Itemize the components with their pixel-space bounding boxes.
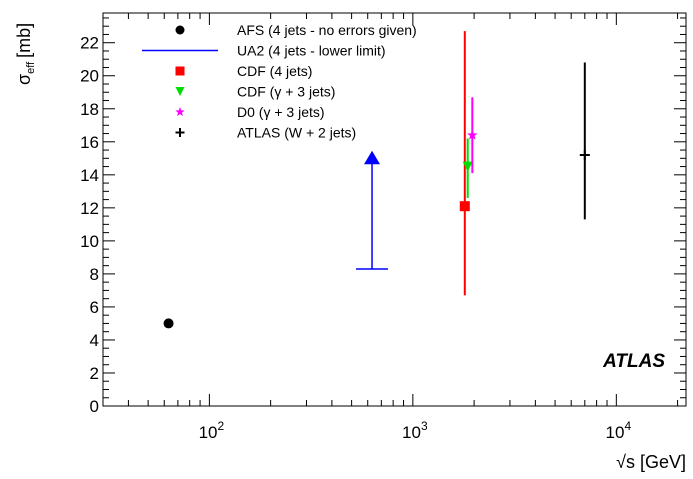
data-point — [462, 161, 473, 172]
y-tick-label: 20 — [80, 67, 99, 86]
legend-label: CDF (γ + 3 jets) — [237, 84, 335, 100]
legend-swatch — [175, 25, 185, 35]
data-point — [467, 129, 478, 140]
y-tick-label: 0 — [90, 397, 99, 416]
y-axis-label-subscript: eff — [25, 61, 37, 74]
series-5 — [579, 62, 590, 220]
legend-swatch — [175, 87, 185, 96]
legend-swatch — [175, 128, 185, 137]
y-tick-label: 14 — [80, 166, 99, 185]
legend-label: AFS (4 jets - no errors given) — [237, 22, 417, 38]
ua2-limit-arrow — [364, 150, 381, 165]
data-point — [579, 150, 590, 161]
y-tick-label: 4 — [90, 331, 99, 350]
series-3 — [462, 138, 473, 198]
legend-entry: AFS (4 jets - no errors given) — [175, 22, 417, 38]
legend-entry: CDF (4 jets) — [175, 63, 312, 79]
data-point — [163, 318, 174, 329]
legend-swatch — [175, 107, 185, 116]
x-tick-label: 102 — [199, 419, 225, 442]
y-axis-label-symbol: σ — [14, 74, 34, 85]
y-tick-label: 12 — [80, 199, 99, 218]
legend-entry: CDF (γ + 3 jets) — [175, 84, 335, 100]
legend-label: ATLAS (W + 2 jets) — [237, 125, 356, 141]
x-axis-label: √s [GeV] — [616, 452, 686, 472]
series-1 — [356, 150, 389, 270]
plot-frame — [102, 12, 687, 407]
y-tick-label: 2 — [90, 364, 99, 383]
series-4 — [467, 97, 478, 174]
svg-text:σeff[mb]: σeff [mb] — [14, 23, 37, 85]
y-axis-label: σeff [mb] — [14, 23, 37, 85]
data-marks — [163, 31, 590, 329]
legend-label: CDF (4 jets) — [237, 63, 312, 79]
legend-label: UA2 (4 jets - lower limit) — [237, 43, 386, 59]
legend-swatch — [175, 66, 185, 76]
x-tick-label: 103 — [402, 419, 428, 442]
legend: AFS (4 jets - no errors given) UA2 (4 jet… — [142, 22, 417, 141]
y-axis-label-unit: [mb] — [14, 23, 34, 58]
y-tick-label: 16 — [80, 133, 99, 152]
legend-entry: ATLAS (W + 2 jets) — [175, 125, 356, 141]
y-tick-label: 6 — [90, 298, 99, 317]
legend-entry: D0 (γ + 3 jets) — [175, 104, 325, 120]
axes: 0 2 4 6 8 10 12 14 16 18 20 22 102 103 104 — [80, 13, 686, 442]
y-tick-label: 18 — [80, 100, 99, 119]
y-tick-label: 10 — [80, 232, 99, 251]
y-tick-label: 22 — [80, 34, 99, 53]
legend-entry: UA2 (4 jets - lower limit) — [142, 43, 386, 59]
x-tick-label: 104 — [606, 419, 632, 442]
y-tick-label: 8 — [90, 265, 99, 284]
legend-label: D0 (γ + 3 jets) — [237, 104, 325, 120]
data-point — [459, 201, 470, 212]
series-0 — [163, 318, 174, 329]
atlas-badge: ATLAS — [602, 351, 665, 372]
